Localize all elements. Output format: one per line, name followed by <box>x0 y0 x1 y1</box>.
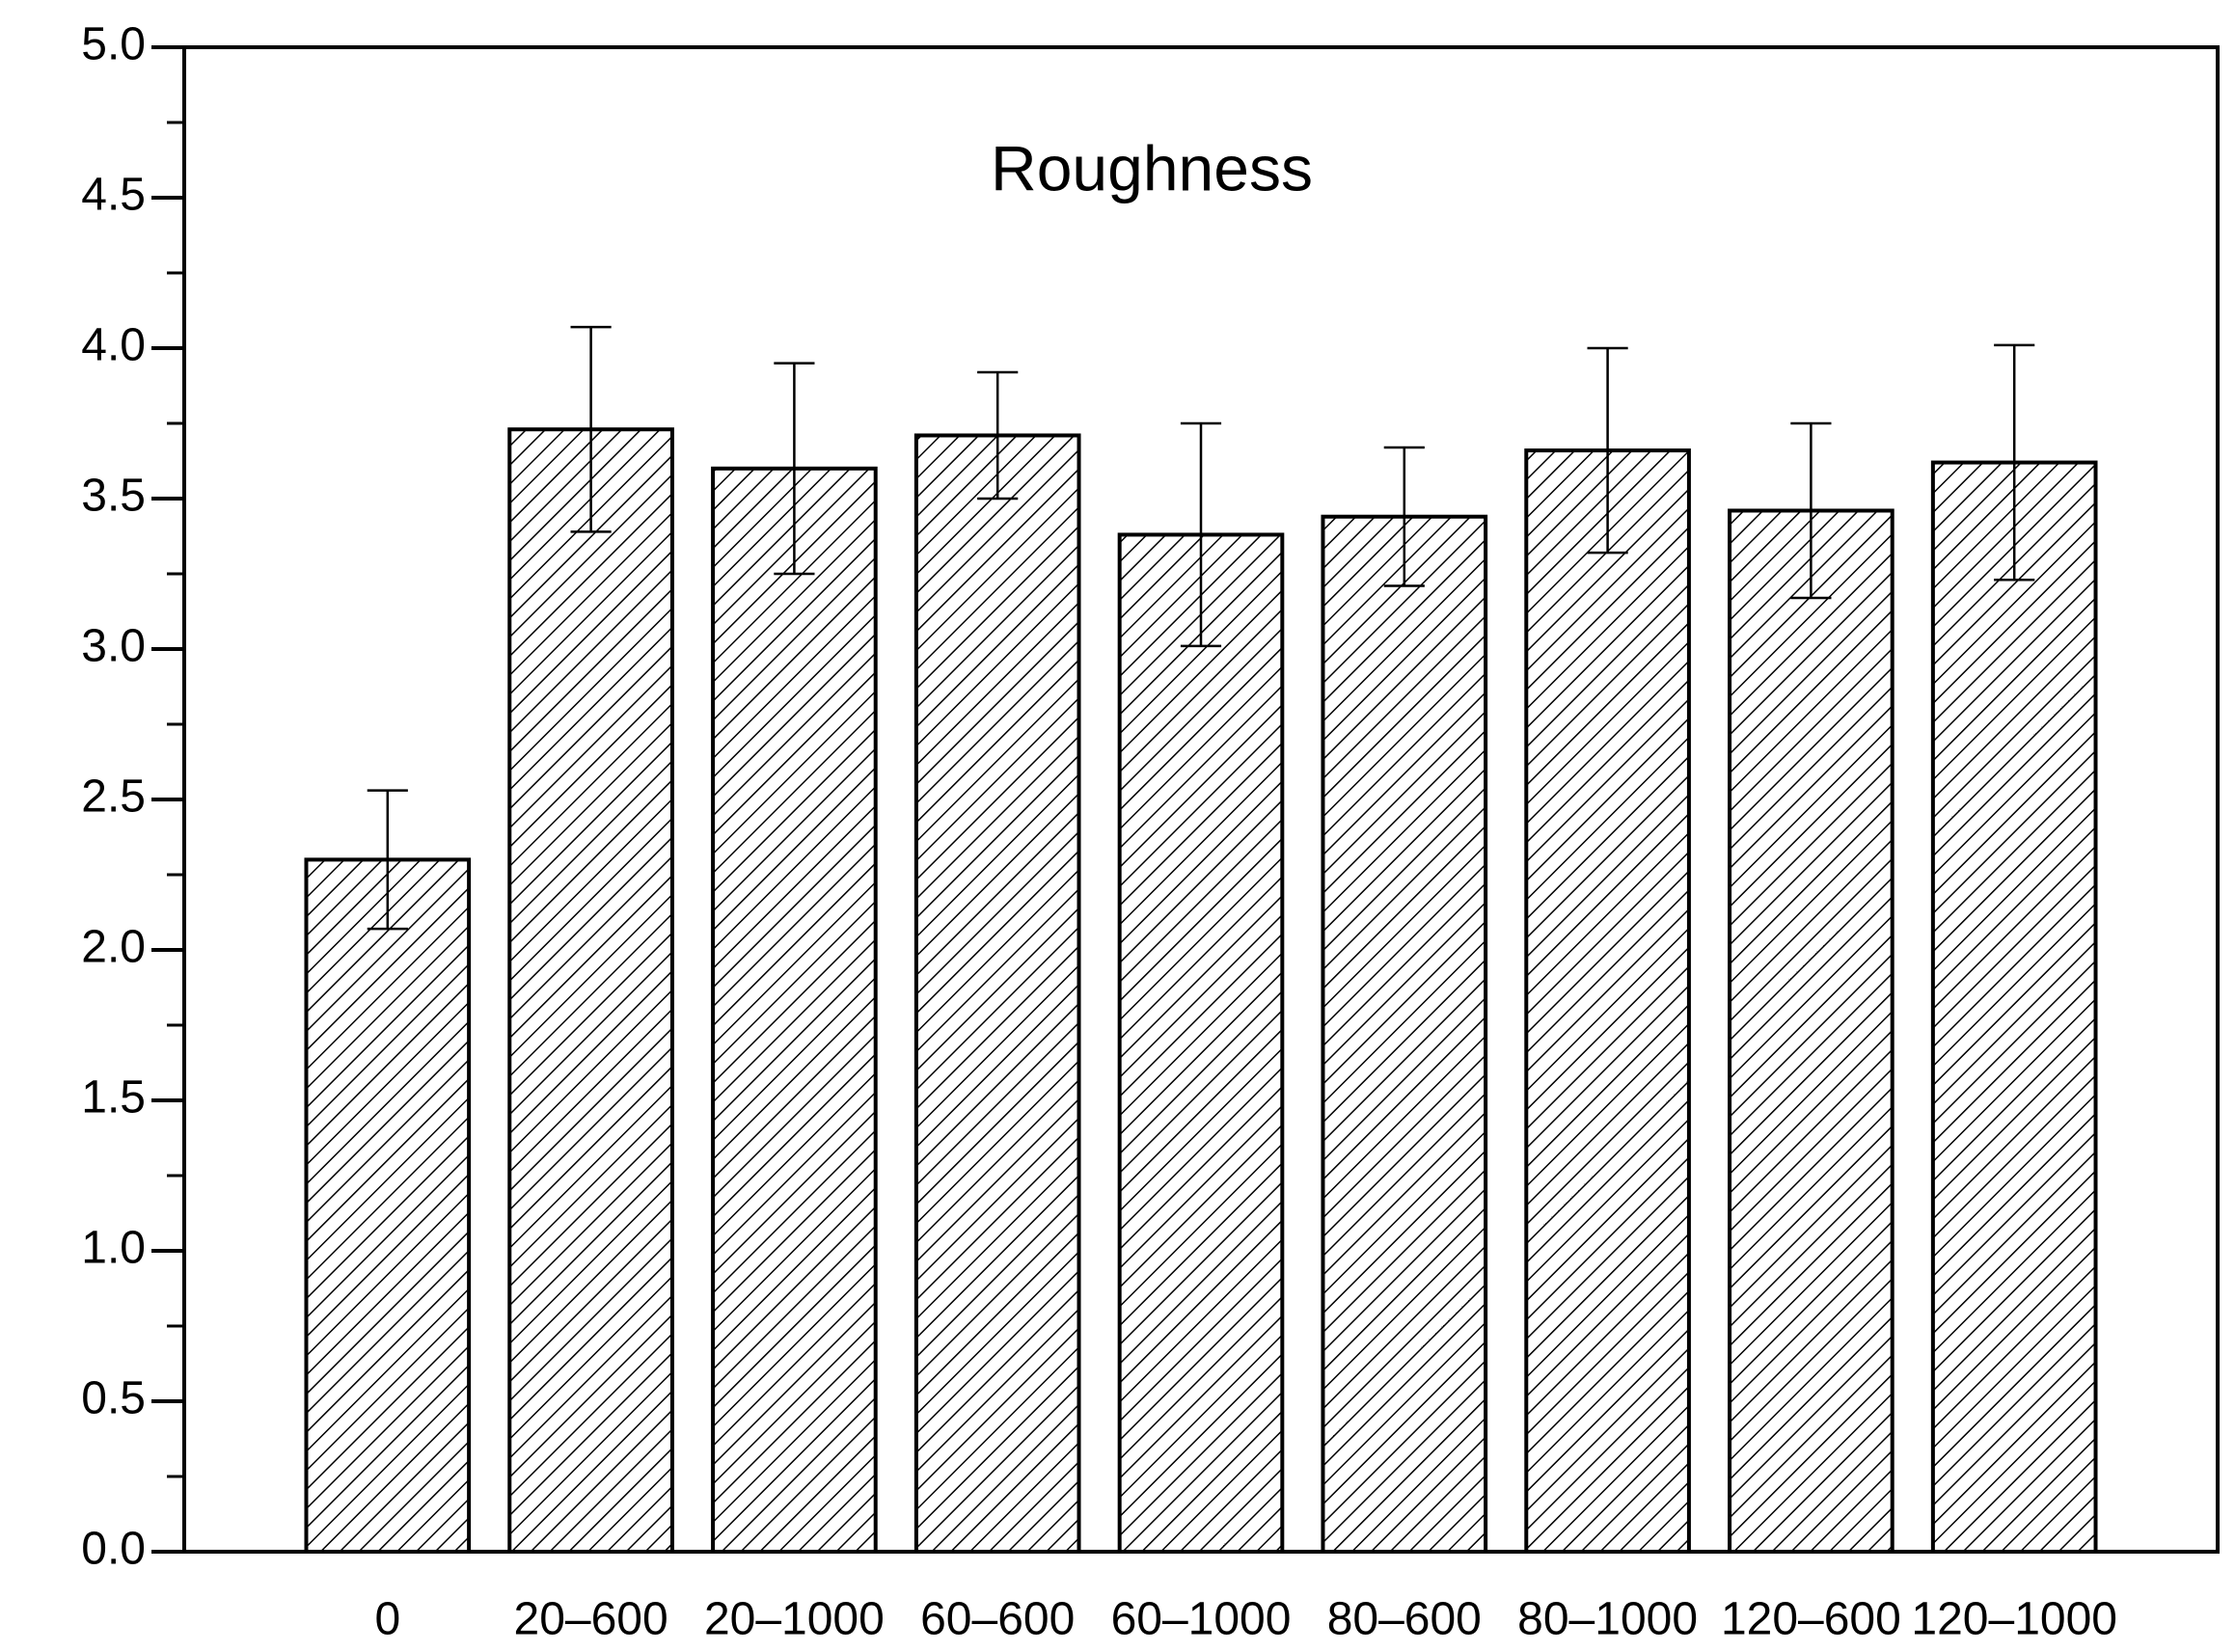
x-tick-label: 120–600 <box>1721 1594 1901 1645</box>
x-tick-label: 60–1000 <box>1111 1594 1292 1645</box>
y-tick-label: 5.0 <box>81 19 146 70</box>
x-tick-label: 80–600 <box>1327 1594 1482 1645</box>
bar <box>1321 514 1488 1554</box>
x-tick-label: 120–1000 <box>1911 1594 2117 1645</box>
bar <box>1524 448 1691 1555</box>
y-tick-label: 3.0 <box>81 621 146 672</box>
y-tick-label: 2.0 <box>81 922 146 973</box>
y-tick-label: 1.0 <box>81 1223 146 1274</box>
y-tick-label: 1.5 <box>81 1072 146 1124</box>
chart-title: Roughness <box>991 132 1313 203</box>
x-tick-label: 20–600 <box>514 1594 668 1645</box>
bar <box>507 427 674 1554</box>
y-tick-label: 3.5 <box>81 471 146 522</box>
bar <box>913 433 1081 1555</box>
bar <box>1117 532 1285 1555</box>
x-tick-label: 0 <box>374 1594 400 1645</box>
x-tick-label: 60–600 <box>920 1594 1075 1645</box>
x-tick-label: 80–1000 <box>1517 1594 1698 1645</box>
y-tick-label: 0.5 <box>81 1373 146 1424</box>
y-tick-label: 0.0 <box>81 1524 146 1575</box>
y-tick-label: 4.5 <box>81 170 146 221</box>
bar <box>1728 508 1894 1554</box>
y-tick-label: 4.0 <box>81 320 146 371</box>
bar <box>1930 460 2098 1554</box>
x-tick-label: 20–1000 <box>704 1594 885 1645</box>
bar <box>711 466 878 1554</box>
bar <box>304 857 472 1554</box>
y-tick-label: 2.5 <box>81 772 146 823</box>
